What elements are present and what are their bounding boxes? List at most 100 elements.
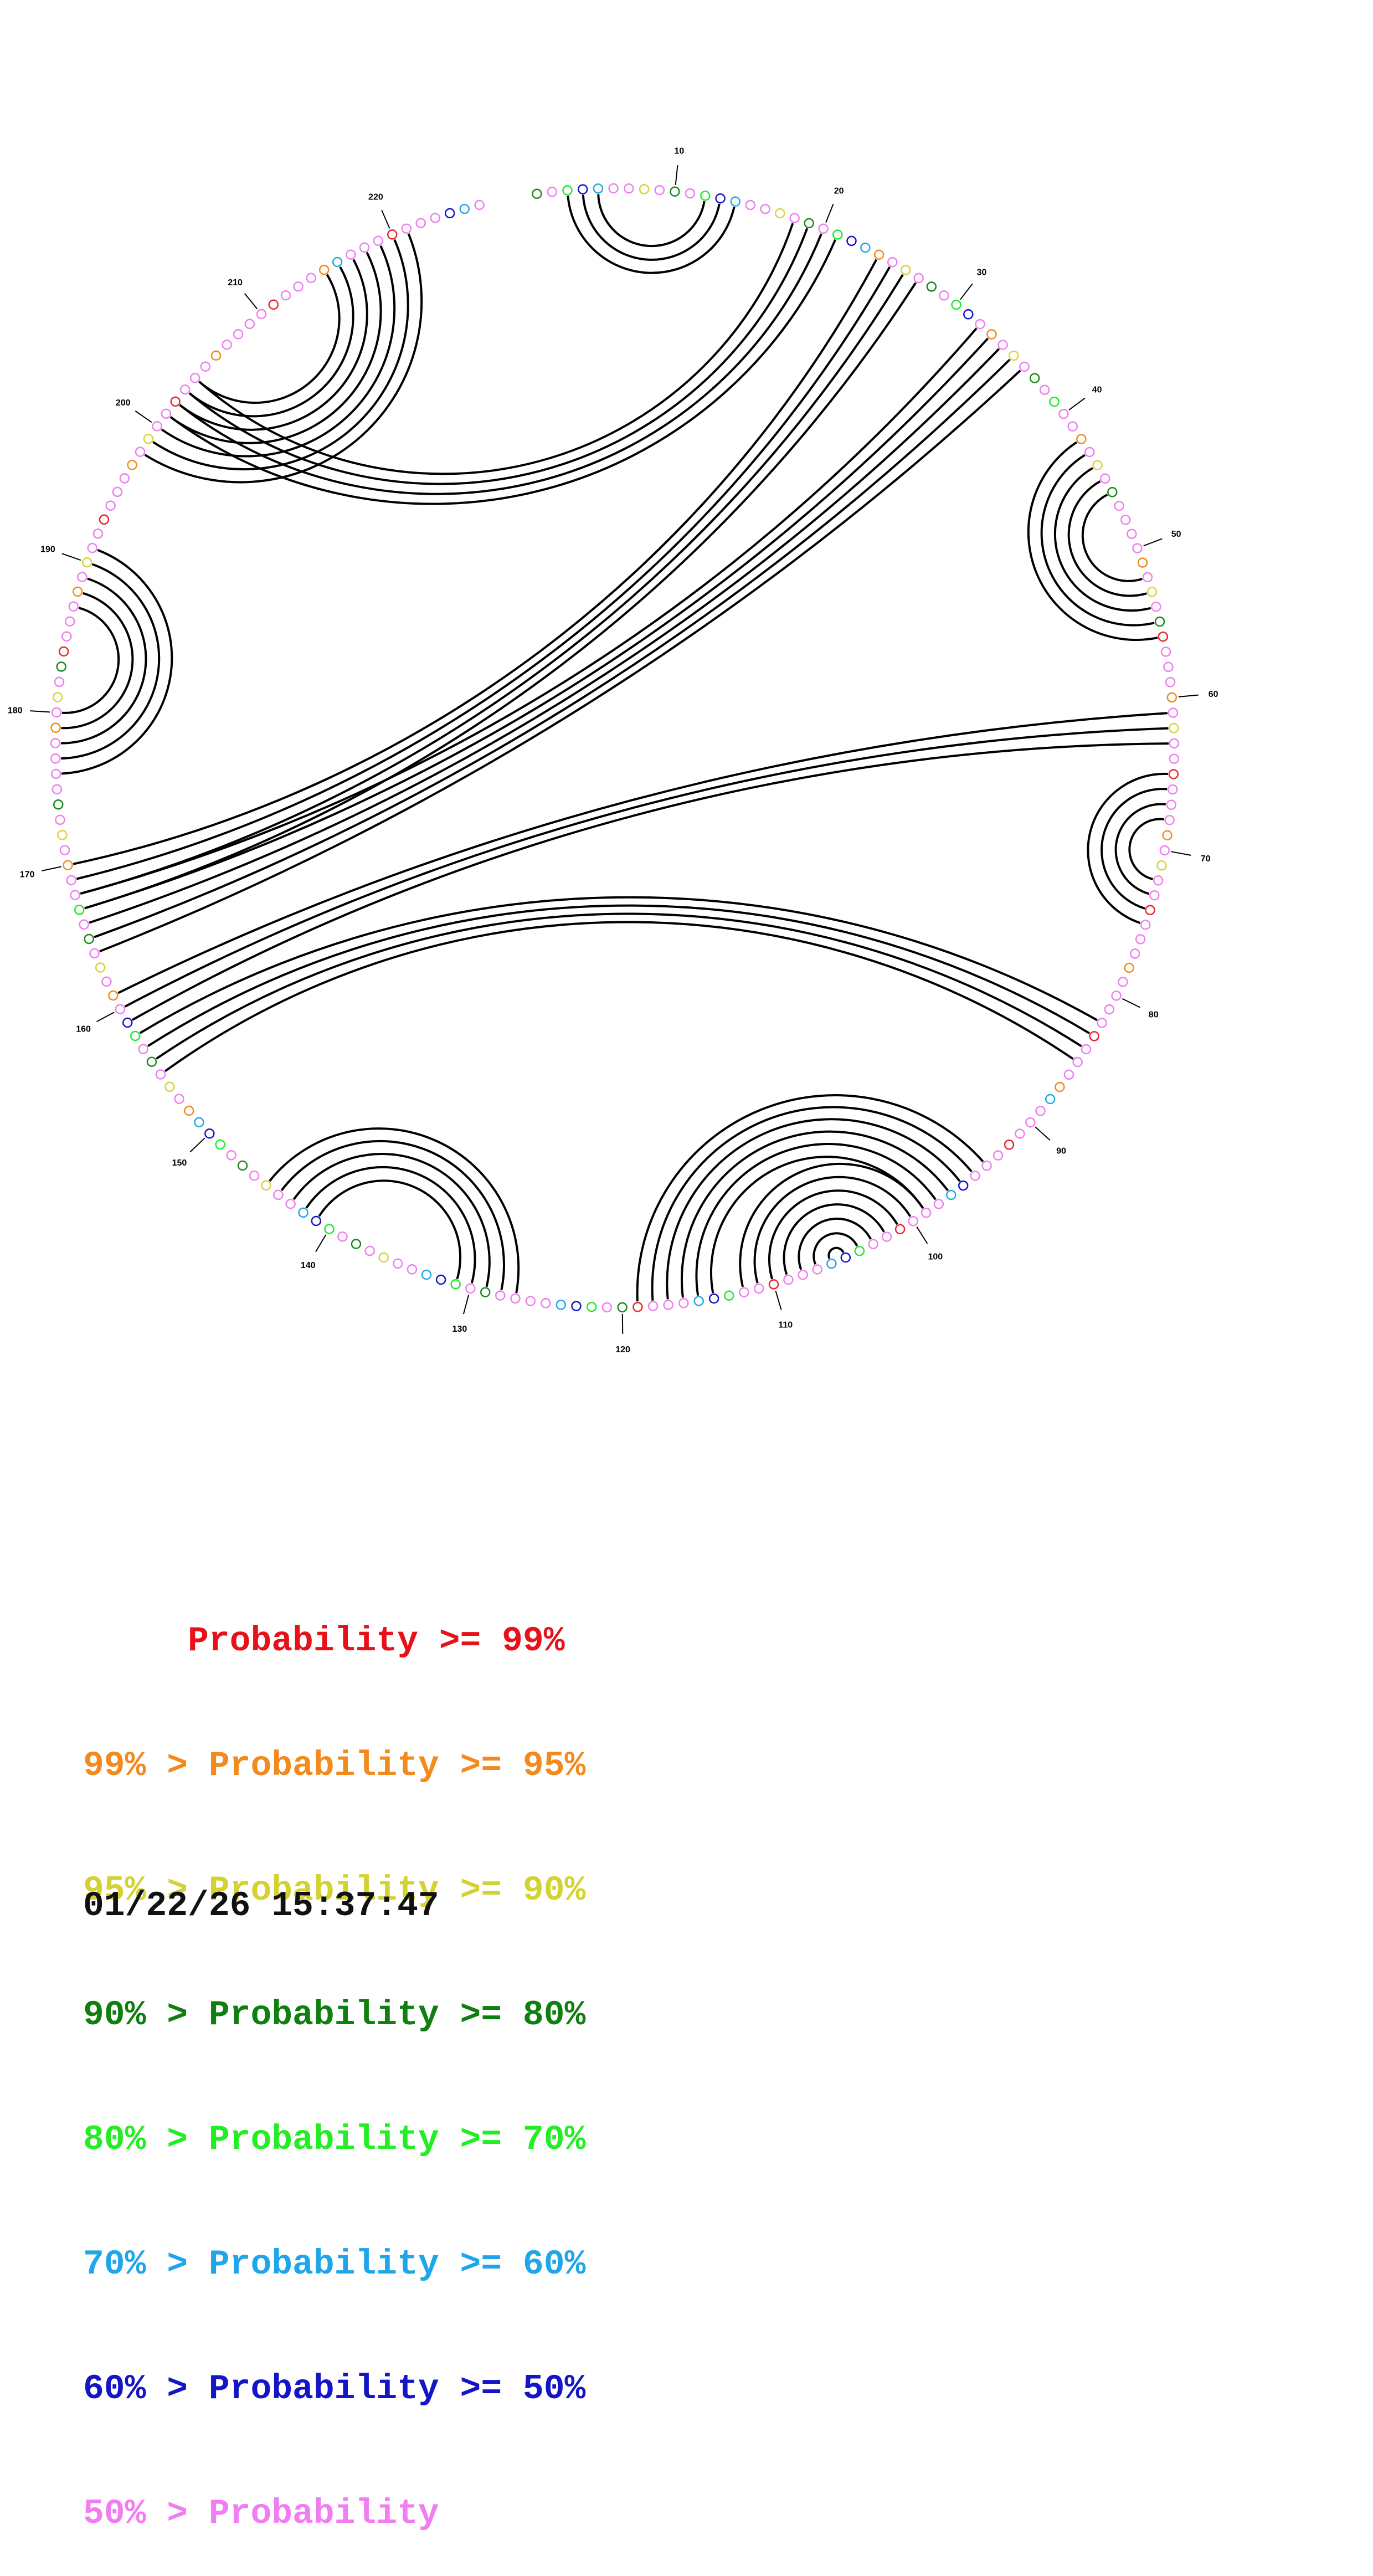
- nucleotide-base: [75, 905, 84, 914]
- nucleotide-base: [58, 830, 66, 839]
- nucleotide-base: [541, 1299, 550, 1307]
- nucleotide-base: [686, 189, 695, 198]
- nucleotide-base: [51, 754, 60, 763]
- nucleotide-base: [548, 187, 557, 196]
- nucleotide-base: [59, 647, 68, 656]
- position-label: 210: [228, 278, 243, 288]
- nucleotide-base: [827, 1259, 836, 1268]
- nucleotide-base: [1157, 861, 1166, 870]
- nucleotide-base: [1148, 587, 1156, 596]
- nucleotide-base: [184, 1106, 193, 1115]
- nucleotide-base: [875, 250, 883, 259]
- nucleotide-base: [578, 185, 587, 194]
- pair-arc: [85, 283, 916, 908]
- position-tick: [826, 204, 833, 222]
- nucleotide-base: [1059, 409, 1068, 418]
- pair-arc: [637, 1095, 983, 1301]
- nucleotide-base: [1133, 544, 1142, 553]
- nucleotide-base: [307, 274, 316, 283]
- nucleotide-base: [120, 474, 129, 483]
- pair-arc: [61, 593, 133, 728]
- nucleotide-base: [360, 243, 369, 252]
- nucleotide-base: [175, 1095, 184, 1104]
- nucleotide-base: [947, 1190, 955, 1199]
- nucleotide-base: [96, 963, 105, 972]
- nucleotide-base: [695, 1297, 703, 1306]
- position-tick: [1122, 999, 1140, 1008]
- pair-arc: [171, 240, 835, 504]
- nucleotide-base: [790, 214, 799, 223]
- position-tick: [676, 165, 678, 185]
- nucleotide-base: [238, 1161, 247, 1170]
- legend-row-0: Probability >= 99%: [83, 1620, 803, 1662]
- nucleotide-base: [664, 1300, 673, 1309]
- nucleotide-base: [739, 1288, 748, 1297]
- nucleotide-base: [312, 1217, 321, 1225]
- nucleotide-base: [922, 1208, 930, 1217]
- nucleotide-base: [1115, 501, 1124, 510]
- nucleotide-base: [746, 201, 755, 209]
- nucleotide-base: [1168, 693, 1176, 702]
- position-label: 70: [1201, 854, 1211, 864]
- nucleotide-base: [1082, 1045, 1091, 1054]
- nucleotide-base: [113, 488, 122, 496]
- nucleotide-base: [1161, 648, 1170, 656]
- nucleotide-base: [799, 1270, 808, 1279]
- nucleotide-base: [1169, 770, 1178, 779]
- timestamp: 01/22/26 15:37:47: [83, 1886, 439, 1926]
- pairing-arcs: [61, 194, 1169, 1301]
- pair-arc: [1042, 455, 1155, 625]
- nucleotide-base: [603, 1303, 611, 1312]
- nucleotide-base: [987, 330, 996, 339]
- nucleotide-base: [964, 310, 973, 319]
- nucleotide-base: [1130, 949, 1139, 958]
- nucleotide-base: [62, 632, 71, 641]
- nucleotide-base: [299, 1208, 308, 1217]
- nucleotide-base: [1065, 1070, 1073, 1079]
- nucleotide-base: [69, 602, 78, 611]
- nucleotide-base: [128, 460, 137, 469]
- nucleotide-base: [1101, 474, 1109, 483]
- nucleotide-base: [191, 373, 199, 382]
- position-tick: [96, 1012, 114, 1022]
- position-tick: [1035, 1127, 1050, 1140]
- nucleotide-base: [679, 1299, 688, 1307]
- nucleotide-base: [55, 678, 64, 686]
- nucleotide-base: [1164, 663, 1173, 671]
- pair-arc: [153, 240, 408, 470]
- pair-arc: [598, 194, 705, 246]
- nucleotide-base: [52, 723, 60, 732]
- nucleotide-base: [709, 1294, 718, 1303]
- position-label: 120: [615, 1345, 630, 1354]
- nucleotide-base: [784, 1275, 793, 1284]
- nucleotide-base: [212, 351, 220, 360]
- nucleotide-base: [53, 785, 61, 794]
- nucleotide-base: [1093, 461, 1102, 470]
- nucleotide-base: [1098, 1018, 1107, 1027]
- nucleotide-base: [1055, 1082, 1064, 1091]
- nucleotide-base: [1167, 800, 1176, 809]
- nucleotide-base: [1036, 1106, 1045, 1115]
- nucleotide-base: [1040, 386, 1049, 394]
- position-tick: [775, 1291, 781, 1310]
- circle-plot: 1020304050607080901001101201301401501601…: [0, 0, 1373, 1385]
- nucleotide-base: [572, 1302, 581, 1311]
- nucleotide-base: [1118, 977, 1127, 986]
- nucleotide-base: [55, 815, 64, 824]
- nucleotide-base: [466, 1284, 475, 1293]
- nucleotide-base: [805, 219, 814, 228]
- nucleotide-base: [136, 448, 145, 456]
- legend-row-1: 99% > Probability >= 95%: [83, 1745, 803, 1787]
- nucleotide-base: [587, 1302, 596, 1311]
- nucleotide-base: [557, 1300, 565, 1309]
- nucleotide-base: [496, 1291, 505, 1300]
- nucleotide-base: [338, 1232, 347, 1241]
- position-tick: [1069, 398, 1085, 410]
- nucleotide-base: [1050, 397, 1059, 406]
- nucleotide-base: [1125, 963, 1134, 972]
- nucleotide-base: [847, 237, 856, 245]
- position-tick: [917, 1227, 927, 1243]
- pair-arc: [319, 1181, 460, 1279]
- nucleotide-base: [1150, 891, 1159, 900]
- nucleotide-base: [888, 258, 897, 266]
